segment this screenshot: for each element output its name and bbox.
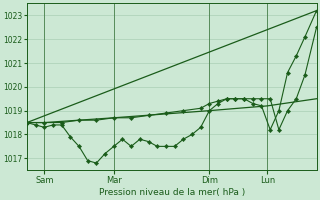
X-axis label: Pression niveau de la mer( hPa ): Pression niveau de la mer( hPa ) (99, 188, 245, 197)
